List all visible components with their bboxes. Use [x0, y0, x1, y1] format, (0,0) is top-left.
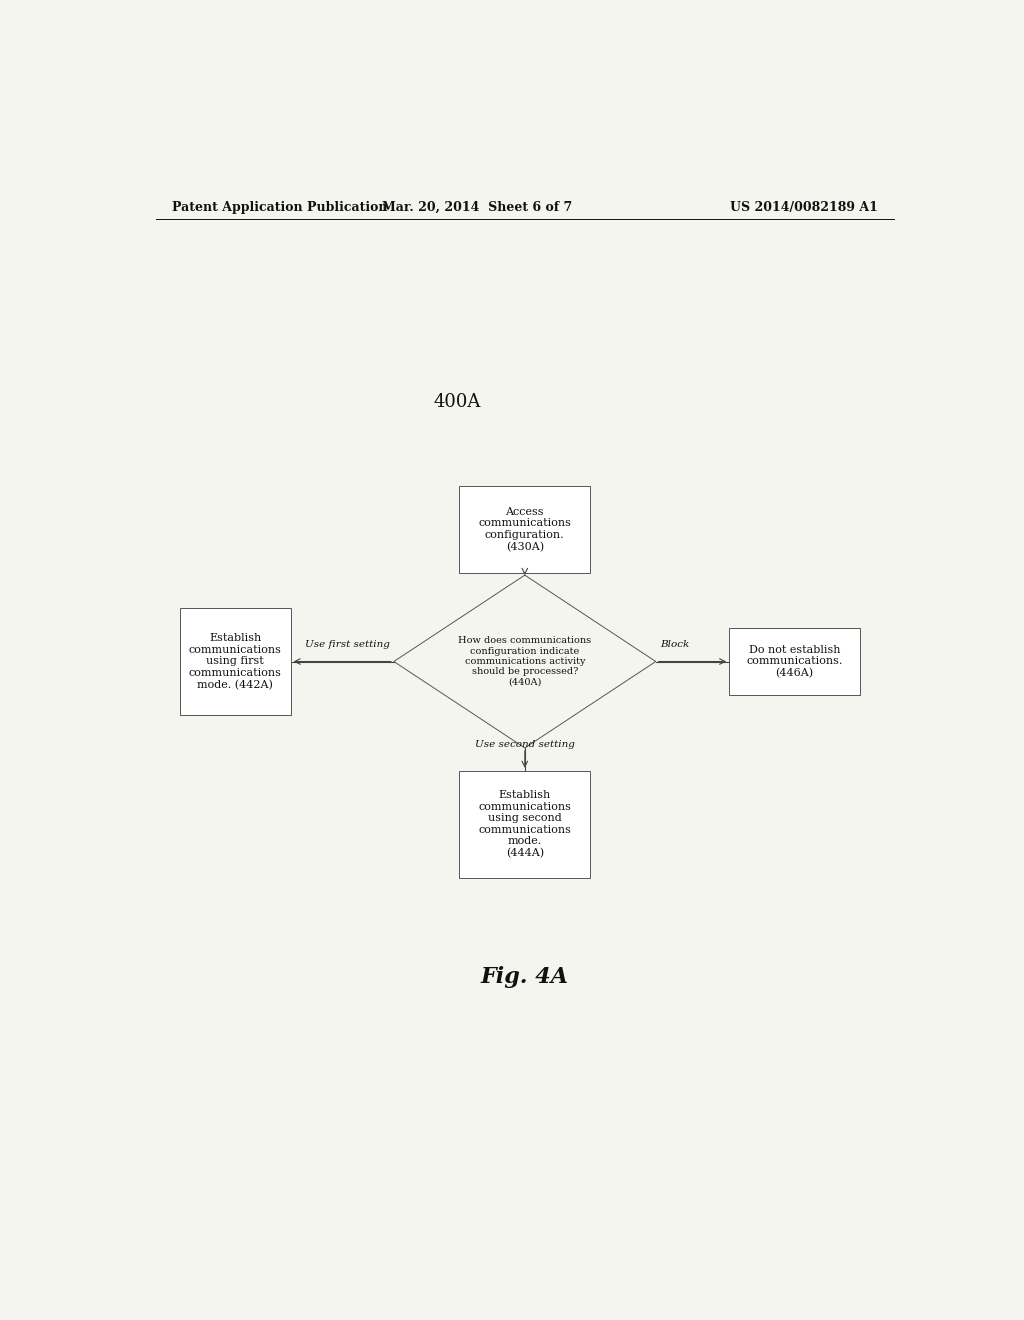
Bar	[460, 771, 590, 878]
Text: Patent Application Publication: Patent Application Publication	[172, 201, 387, 214]
Text: Establish
communications
using first
communications
mode. (442A): Establish communications using first com…	[188, 634, 282, 690]
Bar	[179, 609, 291, 715]
Text: Use second setting: Use second setting	[475, 741, 574, 750]
Text: US 2014/0082189 A1: US 2014/0082189 A1	[730, 201, 878, 214]
Text: Do not establish
communications.
(446A): Do not establish communications. (446A)	[746, 644, 843, 678]
Text: Fig. 4A: Fig. 4A	[481, 966, 568, 987]
Bar	[729, 628, 860, 694]
Text: Mar. 20, 2014  Sheet 6 of 7: Mar. 20, 2014 Sheet 6 of 7	[382, 201, 572, 214]
Text: Establish
communications
using second
communications
mode.
(444A): Establish communications using second co…	[478, 789, 571, 858]
Text: How does communications
configuration indicate
communications activity
should be: How does communications configuration in…	[458, 636, 592, 686]
Text: Block: Block	[659, 640, 689, 649]
Text: Access
communications
configuration.
(430A): Access communications configuration. (43…	[478, 507, 571, 552]
Bar	[460, 486, 590, 573]
Text: 400A: 400A	[433, 393, 481, 412]
Text: Use first setting: Use first setting	[305, 640, 390, 649]
